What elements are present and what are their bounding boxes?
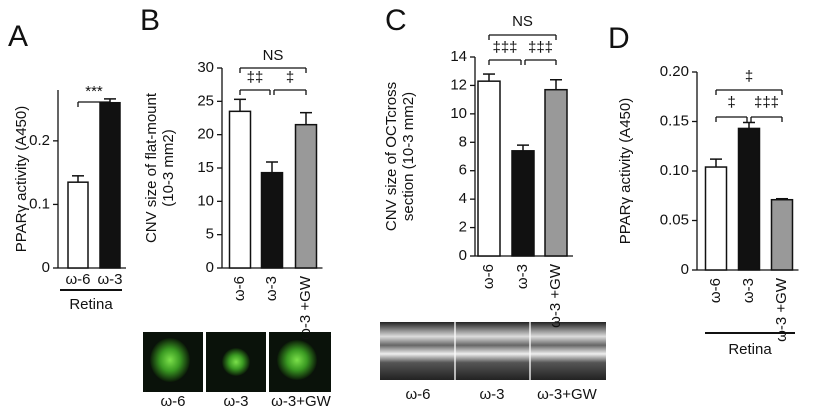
y-tick-label: 6: [459, 162, 467, 179]
image-caption: ω-3: [223, 393, 248, 410]
x-tick-label: ω-3: [263, 276, 280, 301]
y-tick-label: 15: [197, 159, 214, 176]
y-axis-label: (10-3 mm2): [160, 129, 177, 207]
y-tick-label: 30: [197, 59, 214, 76]
bar: [67, 181, 89, 269]
bar: [99, 101, 121, 269]
x-tick-label: ω-3 +GW: [297, 275, 314, 340]
significance-label: ‡‡: [247, 69, 264, 86]
y-axis-label: CNV size of flat-mount: [143, 92, 160, 243]
significance-label: ‡: [727, 94, 735, 111]
panel-letter: C: [385, 4, 407, 37]
x-tick-label: ω-3: [740, 278, 757, 303]
y-tick-label: 0: [681, 261, 689, 278]
micrographs: [143, 322, 606, 392]
x-tick-label: ω-6: [707, 278, 724, 303]
y-tick-label: 0.05: [660, 211, 689, 228]
image-caption: ω-3+GW: [271, 393, 331, 410]
significance-label: ***: [85, 83, 103, 100]
y-tick-label: 0.2: [29, 132, 50, 149]
significance-label: ‡‡‡: [528, 39, 553, 56]
bar: [544, 88, 568, 257]
x-tick-label: ω-3: [97, 271, 122, 288]
bar: [260, 171, 284, 269]
y-tick-label: 20: [197, 126, 214, 143]
y-tick-label: 0.1: [29, 195, 50, 212]
significance-label: ‡‡‡: [754, 94, 779, 111]
panel-letter: D: [608, 22, 630, 55]
y-tick-label: 0: [206, 259, 214, 276]
image-caption: ω-3: [479, 386, 504, 403]
group-label: Retina: [69, 296, 113, 313]
panel-letter: A: [8, 20, 28, 53]
significance-label: NS: [512, 13, 533, 30]
significance-label: ‡: [286, 69, 294, 86]
significance-label: NS: [263, 47, 284, 64]
y-tick-label: 0: [459, 247, 467, 264]
y-tick-label: 8: [459, 133, 467, 150]
y-axis-label: CNV size of OCTcross: [383, 82, 400, 231]
x-tick-label: ω-6: [480, 264, 497, 289]
x-tick-label: ω-6: [231, 276, 248, 301]
y-tick-label: 0: [42, 259, 50, 276]
y-axis-label: PPARγ activity (A450): [13, 106, 30, 252]
image-caption: ω-3+GW: [537, 386, 597, 403]
y-tick-label: 0.20: [660, 63, 689, 80]
y-tick-label: 0.15: [660, 112, 689, 129]
y-tick-label: 25: [197, 92, 214, 109]
panel-letter: B: [140, 4, 160, 37]
y-axis-label: PPARγ activity (A450): [617, 98, 634, 244]
bar: [704, 166, 728, 271]
bar: [511, 150, 535, 257]
x-tick-label: ω-3 +GW: [547, 263, 564, 328]
bar: [228, 110, 252, 269]
y-tick-label: 2: [459, 219, 467, 236]
image-caption: ω-6: [160, 393, 185, 410]
bar: [477, 80, 501, 257]
bar: [770, 198, 794, 271]
y-tick-label: 14: [450, 48, 467, 65]
y-tick-label: 0.10: [660, 162, 689, 179]
image-caption: ω-6: [405, 386, 430, 403]
y-axis-label: section (10-3 mm2): [400, 92, 417, 221]
y-tick-label: 10: [450, 105, 467, 122]
significance-label: ‡‡‡: [492, 39, 517, 56]
y-tick-label: 10: [197, 192, 214, 209]
x-tick-label: ω-6: [65, 271, 90, 288]
y-tick-label: 4: [459, 190, 467, 207]
y-tick-label: 5: [206, 226, 214, 243]
significance-label: ‡: [745, 68, 753, 85]
bar: [294, 123, 318, 269]
x-tick-label: ω-3: [514, 264, 531, 289]
group-label: Retina: [728, 341, 772, 358]
y-tick-label: 12: [450, 76, 467, 93]
x-tick-label: ω-3 +GW: [773, 277, 790, 342]
bar: [737, 127, 761, 271]
